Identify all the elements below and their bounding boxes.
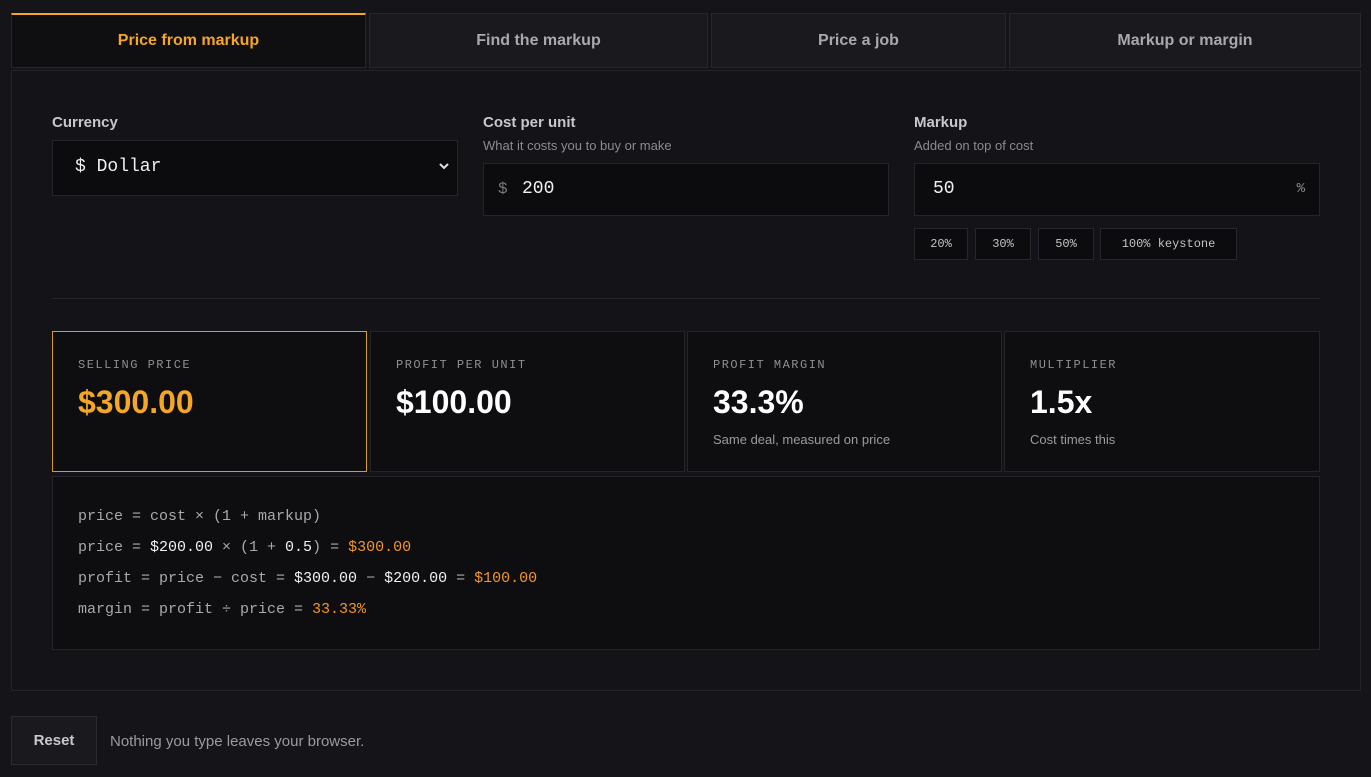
formula-text: price =	[78, 539, 151, 556]
cost-value: 200	[522, 179, 555, 199]
formula-value: 0.5	[285, 539, 313, 556]
formula-text: margin = profit ÷ price =	[78, 601, 313, 618]
markup-label: Markup	[914, 114, 968, 131]
tab-find-the-markup[interactable]: Find the markup	[369, 13, 708, 68]
preset-keystone-button[interactable]: 100% keystone	[1100, 228, 1237, 260]
percent-suffix: %	[1296, 181, 1305, 197]
formula-breakdown: price = cost × (1 + markup) price = $200…	[52, 476, 1320, 650]
multiplier-note: Cost times this	[1030, 432, 1116, 447]
tab-markup-or-margin[interactable]: Markup or margin	[1009, 13, 1361, 68]
cost-input[interactable]: $ 200	[483, 163, 889, 216]
profit-per-unit-value: $100.00	[396, 384, 512, 420]
currency-selected-value: $ Dollar	[75, 157, 162, 177]
selling-price-card: SELLING PRICE $300.00	[52, 331, 367, 472]
currency-label: Currency	[52, 114, 118, 131]
selling-price-value: $300.00	[78, 384, 194, 420]
formula-line-general: price = cost × (1 + markup)	[78, 508, 322, 525]
preset-20-button[interactable]: 20%	[914, 228, 968, 260]
formula-value: $200.00	[150, 539, 214, 556]
formula-text: profit = price − cost =	[78, 570, 295, 587]
reset-button[interactable]: Reset	[11, 716, 97, 765]
formula-result: $100.00	[474, 570, 538, 587]
formula-result: 33.33%	[312, 601, 367, 618]
tab-price-a-job[interactable]: Price a job	[711, 13, 1006, 68]
profit-per-unit-label: PROFIT PER UNIT	[396, 358, 527, 372]
tab-bar: Price from markup Find the markup Price …	[11, 13, 1361, 68]
markup-input[interactable]: 50 %	[914, 163, 1320, 216]
formula-line-profit: profit = price − cost = $300.00 − $200.0…	[78, 570, 537, 587]
multiplier-value: 1.5x	[1030, 384, 1093, 420]
multiplier-label: MULTIPLIER	[1030, 358, 1118, 372]
cost-label: Cost per unit	[483, 114, 576, 131]
preset-50-button[interactable]: 50%	[1038, 228, 1094, 260]
profit-margin-label: PROFIT MARGIN	[713, 358, 827, 372]
formula-value: $300.00	[294, 570, 358, 587]
currency-prefix: $	[498, 180, 508, 198]
profit-margin-value: 33.3%	[713, 384, 804, 420]
cost-sublabel: What it costs you to buy or make	[483, 138, 672, 153]
preset-30-button[interactable]: 30%	[975, 228, 1031, 260]
privacy-note: Nothing you type leaves your browser.	[110, 733, 365, 750]
calculator-panel: Currency $ Dollar Cost per unit What it …	[11, 70, 1361, 691]
formula-value: $200.00	[384, 570, 448, 587]
formula-result: $300.00	[348, 539, 412, 556]
profit-per-unit-card: PROFIT PER UNIT $100.00	[370, 331, 685, 472]
formula-line-price: price = $200.00 × (1 + 0.5) = $300.00	[78, 539, 411, 556]
markup-sublabel: Added on top of cost	[914, 138, 1034, 153]
formula-text: −	[357, 570, 385, 587]
formula-text: =	[447, 570, 475, 587]
profit-margin-card: PROFIT MARGIN 33.3% Same deal, measured …	[687, 331, 1002, 472]
formula-line-margin: margin = profit ÷ price = 33.33%	[78, 601, 366, 618]
currency-select[interactable]: $ Dollar	[52, 140, 458, 196]
markup-value: 50	[933, 179, 955, 199]
multiplier-card: MULTIPLIER 1.5x Cost times this	[1004, 331, 1320, 472]
formula-text: × (1 +	[213, 539, 286, 556]
selling-price-label: SELLING PRICE	[78, 358, 192, 372]
profit-margin-note: Same deal, measured on price	[713, 432, 891, 447]
tab-price-from-markup[interactable]: Price from markup	[11, 13, 366, 68]
formula-text: ) =	[312, 539, 349, 556]
chevron-down-icon	[439, 163, 449, 170]
section-divider	[52, 298, 1320, 299]
